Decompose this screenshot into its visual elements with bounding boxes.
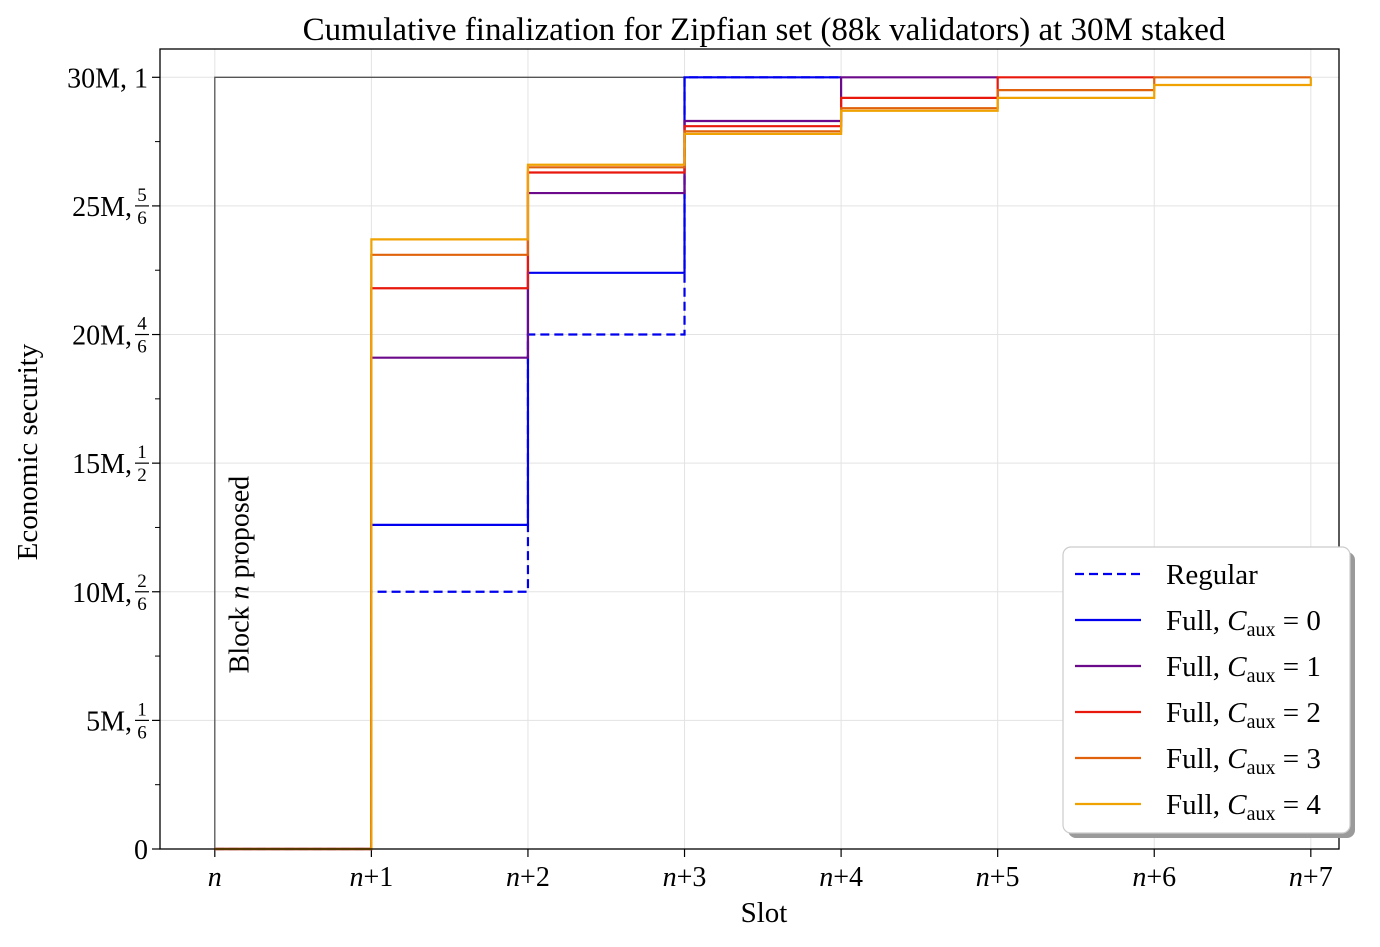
y-tick-frac-num-1: 1 [137, 699, 147, 720]
x-tick-label-3: n+3 [663, 862, 707, 893]
y-tick-text-6: 30M, 1 [67, 63, 148, 94]
y-tick-frac-den-4: 6 [137, 337, 147, 358]
y-tick-frac-den-2: 6 [137, 594, 147, 615]
legend-box [1062, 546, 1351, 834]
y-tick-frac-den-3: 2 [137, 465, 147, 486]
x-tick-label-2: n+2 [506, 862, 550, 893]
x-tick-label-6: n+6 [1132, 862, 1176, 893]
y-axis-label: Economic security [12, 343, 44, 560]
x-tick-label-5: n+5 [976, 862, 1020, 893]
x-tick-label-1: n+1 [349, 862, 393, 893]
y-tick-frac-num-2: 2 [137, 571, 147, 592]
y-tick-text-4: 20M, [72, 321, 132, 352]
y-tick-frac-num-3: 1 [137, 442, 147, 463]
y-tick-text-1: 5M, [86, 706, 132, 737]
chart-title: Cumulative finalization for Zipfian set … [303, 12, 1226, 48]
legend-label-4: Full, Caux = 3 [1166, 743, 1321, 779]
series-line-4 [214, 76, 1311, 851]
y-tick-frac-num-4: 4 [137, 314, 147, 335]
series-line-5 [214, 77, 1312, 851]
legend-label-5: Full, Caux = 4 [1166, 789, 1321, 825]
x-axis-label: Slot [741, 897, 788, 929]
legend-label-1: Full, Caux = 0 [1166, 605, 1321, 641]
y-tick-text-0: 0 [134, 835, 148, 866]
legend: Regular Full, Caux = 0 Full, Caux = 1 Full,… [1062, 546, 1355, 838]
y-tick-frac-num-5: 5 [137, 185, 147, 206]
y-tick-text-5: 25M, [72, 192, 132, 223]
y-tick-frac-den-5: 6 [137, 208, 147, 229]
legend-label-0: Regular [1166, 559, 1258, 591]
y-tick-label-6: 30M, 1 [67, 63, 148, 94]
plot-frame [159, 48, 1340, 850]
legend-label-2: Full, Caux = 1 [1166, 651, 1321, 687]
y-tick-label-0: 0 [134, 835, 148, 866]
y-tick-text-3: 15M, [72, 449, 132, 480]
y-tick-text-2: 10M, [72, 578, 132, 609]
x-tick-label-0: n [208, 862, 222, 893]
x-tick-label-4: n+4 [819, 862, 863, 893]
legend-label-3: Full, Caux = 2 [1166, 697, 1321, 733]
x-tick-label-7: n+7 [1289, 862, 1333, 893]
annotation-block-proposed: Block n proposed [224, 476, 255, 674]
y-tick-frac-den-1: 6 [137, 722, 147, 743]
